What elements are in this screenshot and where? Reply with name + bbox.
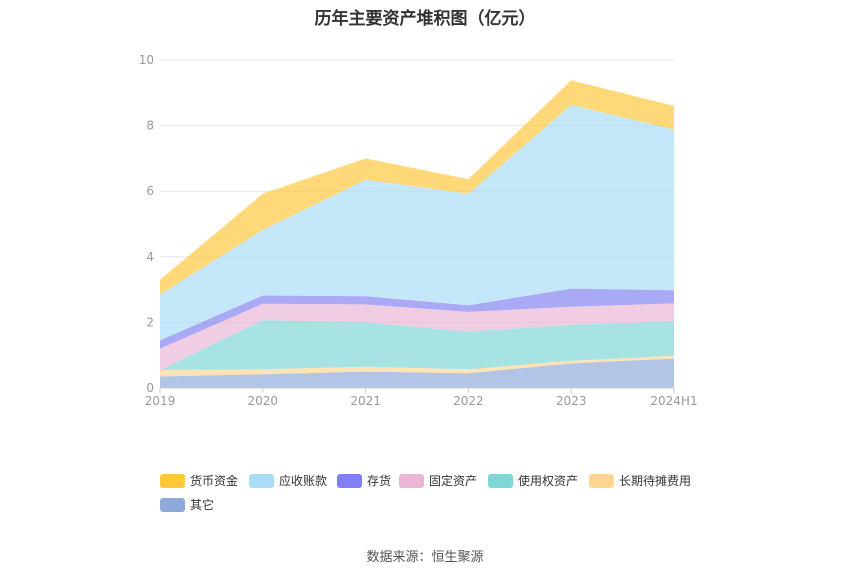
chart-title: 历年主要资产堆积图（亿元） bbox=[314, 9, 536, 29]
legend-label: 存货 bbox=[367, 474, 392, 488]
area-series-2 bbox=[160, 320, 674, 370]
area-series-3 bbox=[160, 303, 674, 370]
y-tick-label: 8 bbox=[146, 119, 154, 133]
area-series-4 bbox=[160, 288, 674, 349]
y-tick-label: 4 bbox=[146, 250, 154, 264]
area-series-1 bbox=[160, 355, 674, 377]
area-series-0 bbox=[160, 358, 674, 388]
y-tick-label: 10 bbox=[139, 53, 154, 67]
legend-label: 固定资产 bbox=[429, 474, 478, 488]
legend-swatch bbox=[589, 473, 614, 488]
legend-swatch bbox=[399, 473, 424, 488]
legend-label: 使用权资产 bbox=[518, 474, 579, 488]
legend-label: 其它 bbox=[190, 498, 215, 512]
legend-item[interactable]: 应收账款 bbox=[249, 472, 327, 489]
data-source-note: 数据来源：恒生聚源 bbox=[366, 550, 484, 565]
legend-swatch bbox=[488, 473, 513, 488]
x-tick-label: 2020 bbox=[248, 394, 279, 408]
legend-label: 应收账款 bbox=[279, 474, 328, 488]
x-tick-label: 2022 bbox=[453, 394, 484, 408]
y-tick-label: 0 bbox=[146, 381, 154, 395]
legend-swatch bbox=[160, 497, 185, 512]
x-tick-label: 2021 bbox=[350, 394, 381, 408]
x-tick-label: 2019 bbox=[145, 394, 176, 408]
x-tick-label: 2024H1 bbox=[650, 394, 697, 408]
legend-swatch bbox=[337, 473, 362, 488]
area-series-5 bbox=[160, 104, 674, 341]
legend-label: 长期待摊费用 bbox=[619, 474, 692, 488]
area-series-6 bbox=[160, 80, 674, 295]
legend-item[interactable]: 货币资金 bbox=[160, 472, 238, 489]
x-tick-label: 2023 bbox=[556, 394, 587, 408]
legend-label: 货币资金 bbox=[190, 474, 239, 488]
legend-item[interactable]: 使用权资产 bbox=[488, 472, 578, 489]
legend-item[interactable]: 存货 bbox=[337, 472, 391, 489]
legend-swatch bbox=[249, 473, 274, 488]
legend-swatch bbox=[160, 473, 185, 488]
y-tick-label: 6 bbox=[146, 184, 154, 198]
legend-item[interactable]: 长期待摊费用 bbox=[589, 472, 691, 489]
y-tick-label: 2 bbox=[146, 315, 154, 329]
legend-item[interactable]: 其它 bbox=[160, 496, 214, 513]
legend-item[interactable]: 固定资产 bbox=[399, 472, 477, 489]
